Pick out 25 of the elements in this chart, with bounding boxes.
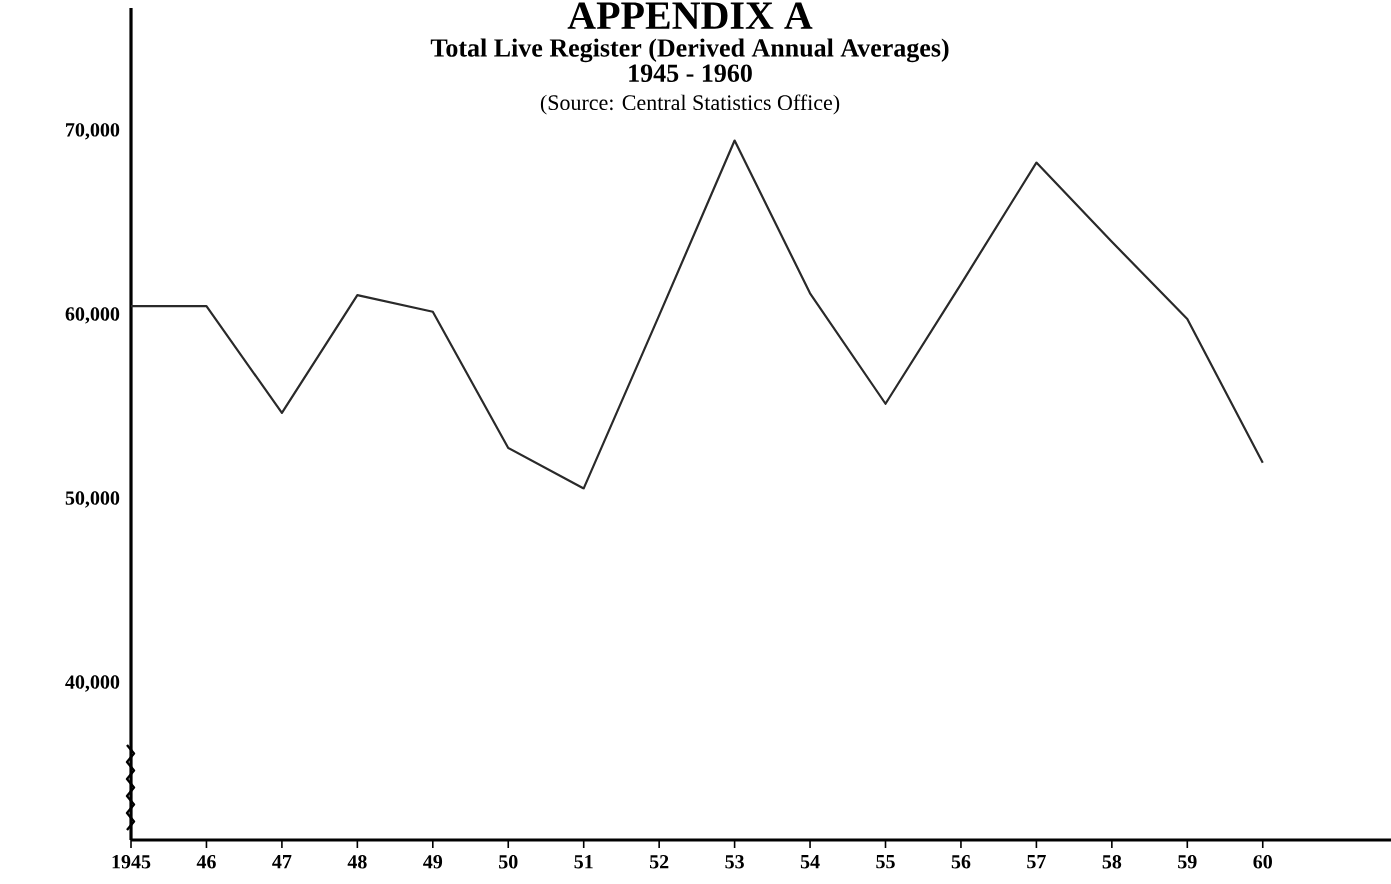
annotation: 1945 - 1960 [629,64,752,82]
y-tick-label: 70,000 [66,123,120,140]
x-tick-label: 54 [800,855,820,869]
x-tick-label: 48 [347,855,367,869]
x-tick-label: 51 [574,855,593,869]
x-tick-label: 53 [725,855,744,869]
x-tick-label: 56 [951,855,971,869]
x-tick-label: 58 [1102,855,1122,869]
y-tick-label: 50,000 [65,491,120,508]
x-tick-label: 59 [1178,855,1197,869]
x-tick-label: 60 [1253,855,1272,869]
x-tick-label: 46 [196,855,216,869]
annotation: (Source: Central Statistics Office) [540,94,840,115]
text: Total Live Register (Derived Annual Averages) [430,38,949,63]
x-tick-label: 49 [423,855,443,869]
x-tick-label: 52 [649,855,669,869]
x-tick-label: 1945 [112,855,151,869]
x-tick-label: 55 [876,855,895,869]
y-tick-label: 40,000 [65,675,120,692]
x-tick-label: 50 [499,855,518,869]
chart-title: APPENDIX A [567,2,813,29]
y-tick-label: 60,000 [65,307,120,324]
x-tick-label: 47 [272,855,292,869]
line-series [131,139,1264,490]
x-tick-label: 57 [1027,855,1046,869]
